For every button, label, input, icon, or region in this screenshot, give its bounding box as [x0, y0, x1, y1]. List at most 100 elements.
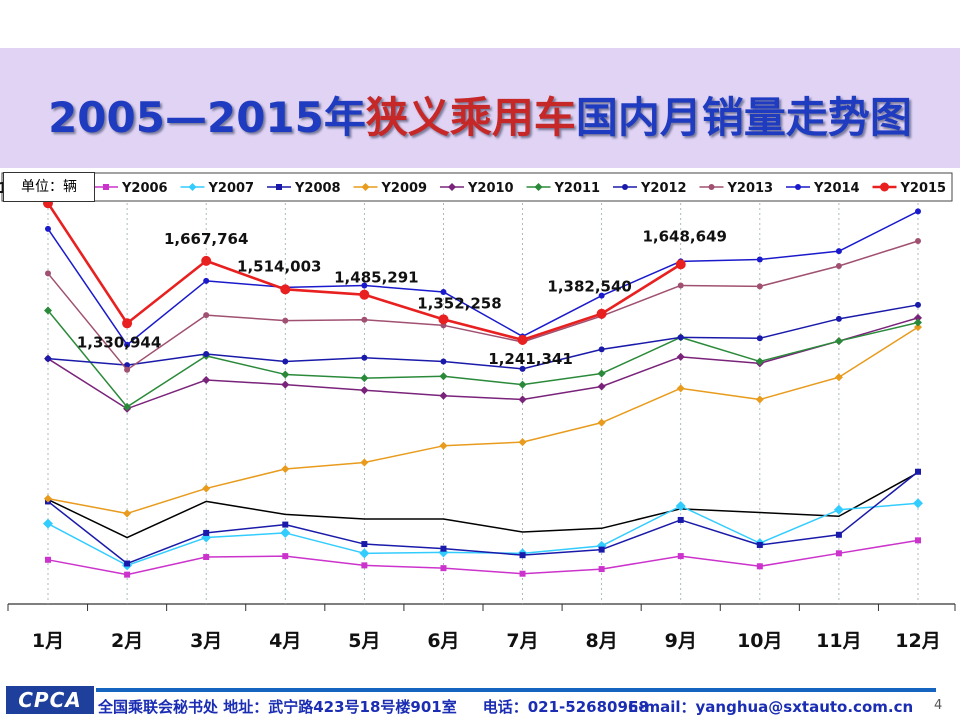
data-point — [915, 468, 921, 475]
legend-item-y2010: Y2010 — [440, 181, 514, 196]
series-line — [47, 310, 919, 408]
data-point — [518, 395, 527, 404]
data-point — [756, 256, 763, 263]
data-point — [914, 318, 922, 327]
series-line — [47, 210, 919, 346]
data-point — [360, 386, 369, 395]
legend-label: Y2011 — [554, 181, 601, 196]
data-point — [361, 282, 368, 289]
legend-label: Y2015 — [900, 181, 947, 196]
legend-label: Y2013 — [727, 181, 774, 196]
legend-label: Y2012 — [640, 181, 687, 196]
data-point — [203, 277, 210, 284]
data-point — [677, 516, 684, 523]
x-axis: 1月 2月 3月 4月 5月 6月 7月 8月 9月 10月 11月 12月 — [7, 198, 956, 652]
data-label: 1,241,341 — [488, 350, 572, 368]
data-point — [597, 418, 606, 427]
data-point — [835, 315, 842, 322]
data-point — [124, 362, 131, 369]
footer-contact: 全国乘联会秘书处 地址：武宁路423号18号楼901室 电话：021-526809… — [98, 696, 649, 717]
data-point — [914, 313, 922, 322]
legend-label: Y2014 — [813, 181, 860, 196]
data-point — [834, 373, 843, 382]
data-point — [598, 292, 605, 299]
data-point — [597, 382, 606, 391]
footer-email[interactable]: E-mail：yanghua@sxtauto.com.cn — [628, 698, 914, 716]
x-tick-label: 5月 — [348, 630, 380, 652]
data-point — [675, 501, 686, 512]
data-point — [44, 494, 52, 503]
series-y2012 — [45, 301, 921, 372]
data-point — [596, 308, 607, 319]
data-point — [361, 354, 368, 361]
data-point — [124, 560, 131, 567]
legend-item-y2009: Y2009 — [353, 181, 427, 196]
x-tick-label: 4月 — [269, 630, 301, 652]
series-line — [47, 472, 919, 539]
data-point — [915, 208, 921, 215]
data-label: 1,485,291 — [334, 269, 418, 287]
data-point — [44, 306, 52, 315]
data-point — [282, 317, 289, 324]
x-tick-label: 11月 — [816, 630, 861, 652]
legend-item-y2008: Y2008 — [267, 181, 341, 196]
data-point — [282, 521, 289, 528]
data-point — [203, 529, 210, 536]
data-point — [439, 372, 448, 381]
data-point — [440, 288, 447, 295]
data-label: 1,667,764 — [164, 230, 248, 248]
data-point — [124, 341, 131, 348]
data-point — [519, 365, 526, 372]
data-point — [915, 537, 921, 544]
data-point — [448, 183, 456, 191]
data-point — [361, 316, 368, 323]
footer-phone: 电话：021-52680968 — [482, 698, 649, 716]
unit-label: 单位：辆 — [3, 172, 95, 202]
data-point — [755, 395, 764, 404]
data-point — [598, 346, 605, 353]
series-y2008 — [45, 468, 921, 567]
data-point — [708, 184, 715, 190]
footer-address: 全国乘联会秘书处 地址：武宁路423号18号楼901室 — [98, 698, 457, 716]
data-point — [188, 183, 197, 191]
series-line — [47, 471, 919, 565]
data-point — [913, 498, 923, 509]
series-y2015 — [43, 198, 686, 345]
series-line — [47, 304, 919, 370]
data-point — [43, 518, 53, 529]
data-point — [756, 335, 763, 342]
x-tick-label: 3月 — [190, 630, 222, 652]
legend-item-y2013: Y2013 — [699, 181, 774, 196]
legend-item-y2012: Y2012 — [613, 181, 687, 196]
data-label: 1,648,649 — [642, 227, 726, 245]
x-tick-label: 10月 — [737, 630, 782, 652]
data-point — [122, 318, 133, 329]
data-point — [282, 358, 289, 365]
legend-item-y2015: Y2015 — [872, 181, 947, 196]
series-line — [47, 326, 919, 515]
legend-item-y2007: Y2007 — [180, 181, 254, 196]
data-point — [534, 183, 543, 191]
x-tick-label: 9月 — [665, 630, 697, 652]
series-y2014 — [45, 208, 921, 348]
title-part-highlight: 狭义乘用车 — [365, 93, 576, 142]
data-point — [756, 563, 763, 570]
data-point — [755, 357, 764, 366]
data-point — [45, 270, 51, 277]
data-labels: 1,978,9021,330,9441,667,7641,514,0031,48… — [0, 179, 727, 368]
data-point — [622, 184, 628, 190]
legend-label: Y2010 — [467, 181, 514, 196]
data-point — [359, 548, 370, 559]
data-point — [360, 458, 369, 467]
data-point — [439, 391, 448, 400]
data-point — [518, 380, 527, 389]
data-point — [438, 314, 449, 325]
data-point — [517, 334, 528, 345]
data-point — [439, 441, 448, 450]
series-layer — [43, 198, 923, 578]
data-point — [677, 334, 684, 341]
data-point — [281, 464, 290, 473]
data-point — [202, 376, 211, 384]
data-point — [123, 509, 132, 518]
data-point — [519, 552, 526, 559]
